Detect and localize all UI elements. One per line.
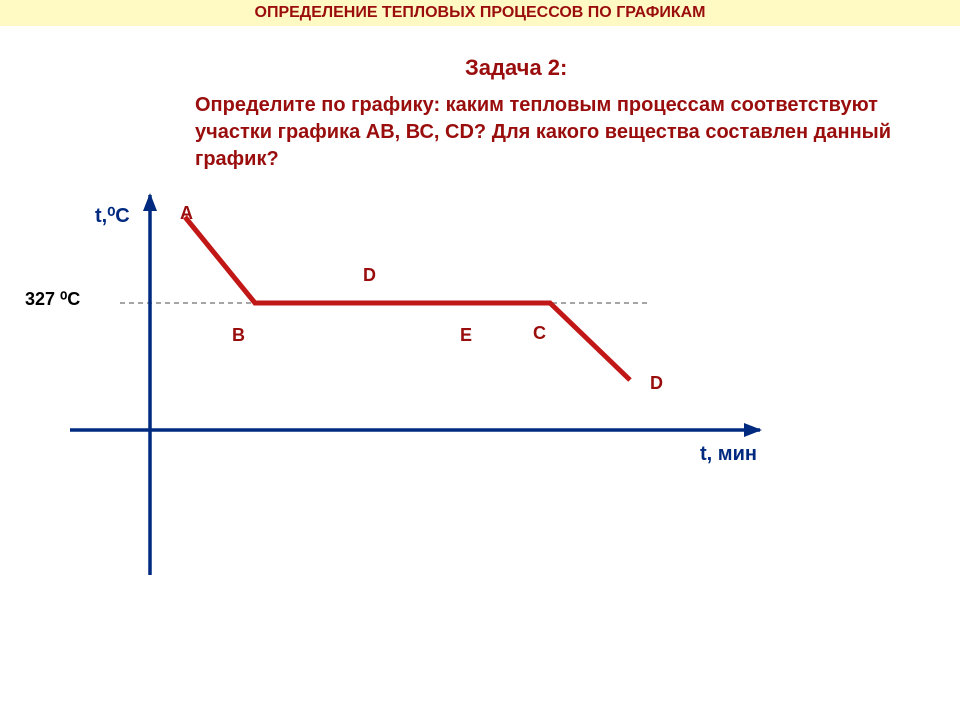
chart-svg (60, 185, 840, 605)
y-axis-label: t,⁰С (95, 203, 130, 228)
question-text: Определите по графику: каким тепловым пр… (195, 92, 895, 173)
x-axis-label: t, мин (700, 443, 757, 466)
thermal-process-chart: ABDECDt,⁰Сt, мин327 ⁰С (60, 185, 840, 605)
chart-point-label: C (533, 323, 546, 344)
chart-point-label: D (363, 265, 376, 286)
task-title: Задача 2: (465, 55, 567, 81)
chart-point-label: D (650, 373, 663, 394)
chart-point-label: B (232, 325, 245, 346)
y-tick-327: 327 ⁰С (25, 289, 80, 310)
chart-point-label: A (180, 203, 193, 224)
slide-banner: ОПРЕДЕЛЕНИЕ ТЕПЛОВЫХ ПРОЦЕССОВ ПО ГРАФИК… (0, 0, 960, 26)
banner-text: ОПРЕДЕЛЕНИЕ ТЕПЛОВЫХ ПРОЦЕССОВ ПО ГРАФИК… (255, 4, 706, 21)
chart-point-label: E (460, 325, 472, 346)
